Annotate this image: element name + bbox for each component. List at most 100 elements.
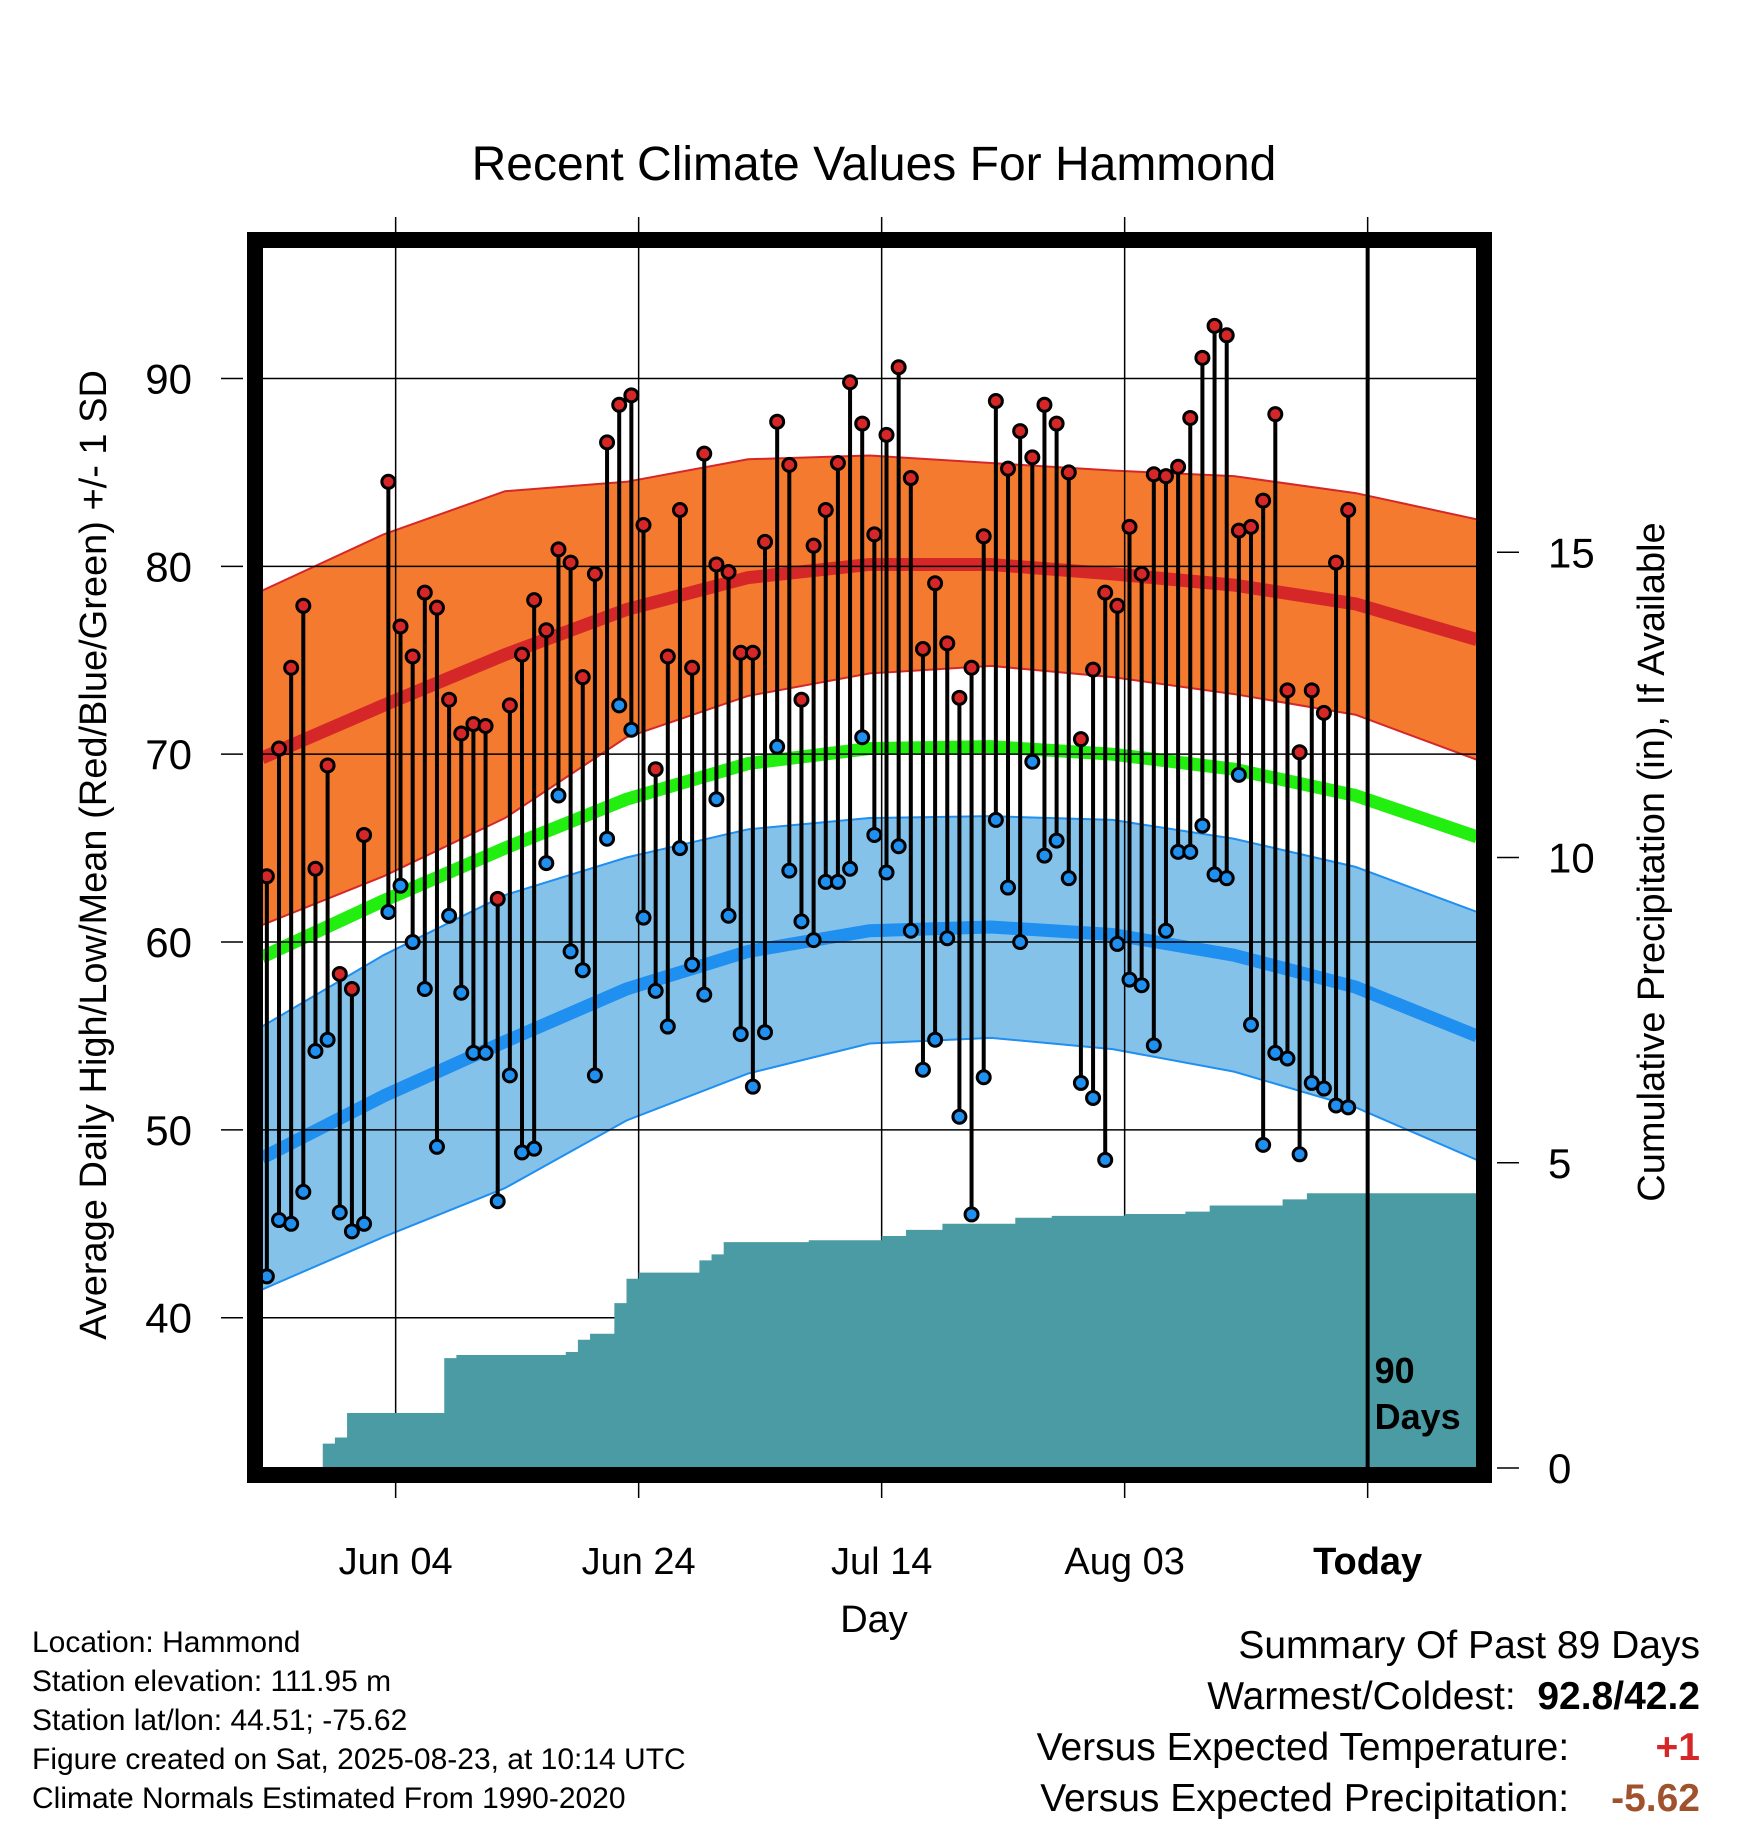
- daily-low-point: [283, 1215, 300, 1232]
- station-latlon: Station lat/lon: 44.51; -75.62: [32, 1704, 408, 1737]
- daily-low-point: [696, 986, 713, 1003]
- daily-high-point: [331, 965, 348, 982]
- chart-title: Recent Climate Values For Hammond: [472, 138, 1277, 191]
- daily-low-point: [331, 1204, 348, 1221]
- daily-low-point: [963, 1206, 980, 1223]
- daily-high-point: [890, 359, 907, 376]
- daily-high-point: [1097, 584, 1114, 601]
- daily-high-point: [1303, 682, 1320, 699]
- daily-high-point: [453, 725, 470, 742]
- daily-high-point: [635, 517, 652, 534]
- daily-low-point: [380, 903, 397, 920]
- daily-high-point: [842, 374, 859, 391]
- daily-low-point: [757, 1024, 774, 1041]
- daily-low-point: [562, 943, 579, 960]
- daily-low-point: [441, 907, 458, 924]
- daily-high-point: [647, 761, 664, 778]
- daily-high-point: [526, 592, 543, 609]
- daily-high-point: [805, 537, 822, 554]
- daily-high-point: [769, 413, 786, 430]
- summary-title: Summary Of Past 89 Days: [1238, 1624, 1700, 1667]
- daily-high-point: [1182, 409, 1199, 426]
- daily-high-point: [319, 757, 336, 774]
- daily-high-point: [951, 689, 968, 706]
- warm-cold-value: 92.8/42.2: [1537, 1675, 1700, 1718]
- daily-high-point: [392, 618, 409, 635]
- daily-low-point: [392, 877, 409, 894]
- daily-low-point: [526, 1140, 543, 1157]
- daily-low-point: [1279, 1050, 1296, 1067]
- daily-high-point: [380, 473, 397, 490]
- daily-low-point: [1218, 870, 1235, 887]
- daily-low-point: [1230, 766, 1247, 783]
- daily-high-point: [416, 584, 433, 601]
- summary-temperature: Versus Expected Temperature: +1: [1037, 1722, 1700, 1773]
- daily-high-point: [1109, 597, 1126, 614]
- daily-low-point: [842, 860, 859, 877]
- daily-high-point: [817, 501, 834, 518]
- daily-low-point: [623, 721, 640, 738]
- daily-low-point: [356, 1215, 373, 1232]
- daily-high-point: [1000, 460, 1017, 477]
- daily-high-point: [1085, 661, 1102, 678]
- low-sd-band: [262, 816, 1477, 1290]
- y-tick-label: 70: [145, 731, 192, 778]
- daily-low-point: [586, 1067, 603, 1084]
- days-window-label-part: 90: [1375, 1350, 1415, 1391]
- daily-low-point: [1012, 934, 1029, 951]
- x-tick-label: Today: [1313, 1541, 1422, 1583]
- daily-high-point: [441, 691, 458, 708]
- daily-low-point: [781, 862, 798, 879]
- high-sd-band: [262, 455, 1477, 926]
- daily-low-point: [927, 1031, 944, 1048]
- daily-high-point: [1206, 317, 1223, 334]
- daily-high-point: [757, 533, 774, 550]
- daily-low-point: [635, 909, 652, 926]
- station-location: Location: Hammond: [32, 1626, 301, 1659]
- daily-low-point: [574, 962, 591, 979]
- daily-high-point: [343, 980, 360, 997]
- daily-low-point: [951, 1108, 968, 1125]
- daily-high-point: [1218, 327, 1235, 344]
- y-tick-label: 60: [145, 919, 192, 966]
- daily-low-point: [611, 697, 628, 714]
- x-tick-label: Jun 24: [582, 1541, 696, 1583]
- x-axis-label: Day: [840, 1599, 908, 1641]
- daily-low-point: [1145, 1037, 1162, 1054]
- daily-low-point: [829, 873, 846, 890]
- daily-low-point: [720, 907, 737, 924]
- daily-high-point: [963, 659, 980, 676]
- figure-created: Figure created on Sat, 2025-08-23, at 10…: [32, 1743, 686, 1776]
- y-tick-label: 80: [145, 543, 192, 590]
- daily-low-point: [1048, 832, 1065, 849]
- daily-high-point: [720, 563, 737, 580]
- x-tick-label: Jul 14: [831, 1541, 932, 1583]
- plot-inner: 90 Days: [262, 247, 1477, 1468]
- daily-low-point: [866, 826, 883, 843]
- daily-high-point: [975, 528, 992, 545]
- daily-low-point: [1109, 935, 1126, 952]
- daily-high-point: [696, 445, 713, 462]
- daily-high-point: [611, 396, 628, 413]
- daily-high-point: [987, 393, 1004, 410]
- daily-low-point: [1133, 977, 1150, 994]
- daily-low-point: [647, 982, 664, 999]
- station-elevation: Station elevation: 111.95 m: [32, 1665, 392, 1698]
- daily-high-point: [501, 697, 518, 714]
- daily-high-point: [428, 599, 445, 616]
- daily-low-point: [404, 934, 421, 951]
- daily-low-point: [1315, 1080, 1332, 1097]
- daily-low-point: [769, 738, 786, 755]
- daily-high-point: [878, 426, 895, 443]
- daily-high-point: [1340, 501, 1357, 518]
- daily-low-point: [319, 1031, 336, 1048]
- daily-low-point: [939, 930, 956, 947]
- daily-high-point: [1036, 396, 1053, 413]
- y2-tick-label: 5: [1548, 1140, 1571, 1187]
- daily-low-point: [1243, 1016, 1260, 1033]
- daily-low-point: [659, 1018, 676, 1035]
- summary-panel: Summary Of Past 89 Days Warmest/Coldest:…: [1037, 1620, 1700, 1824]
- station-info: Location: Hammond Station elevation: 111…: [32, 1623, 686, 1818]
- daily-low-point: [428, 1138, 445, 1155]
